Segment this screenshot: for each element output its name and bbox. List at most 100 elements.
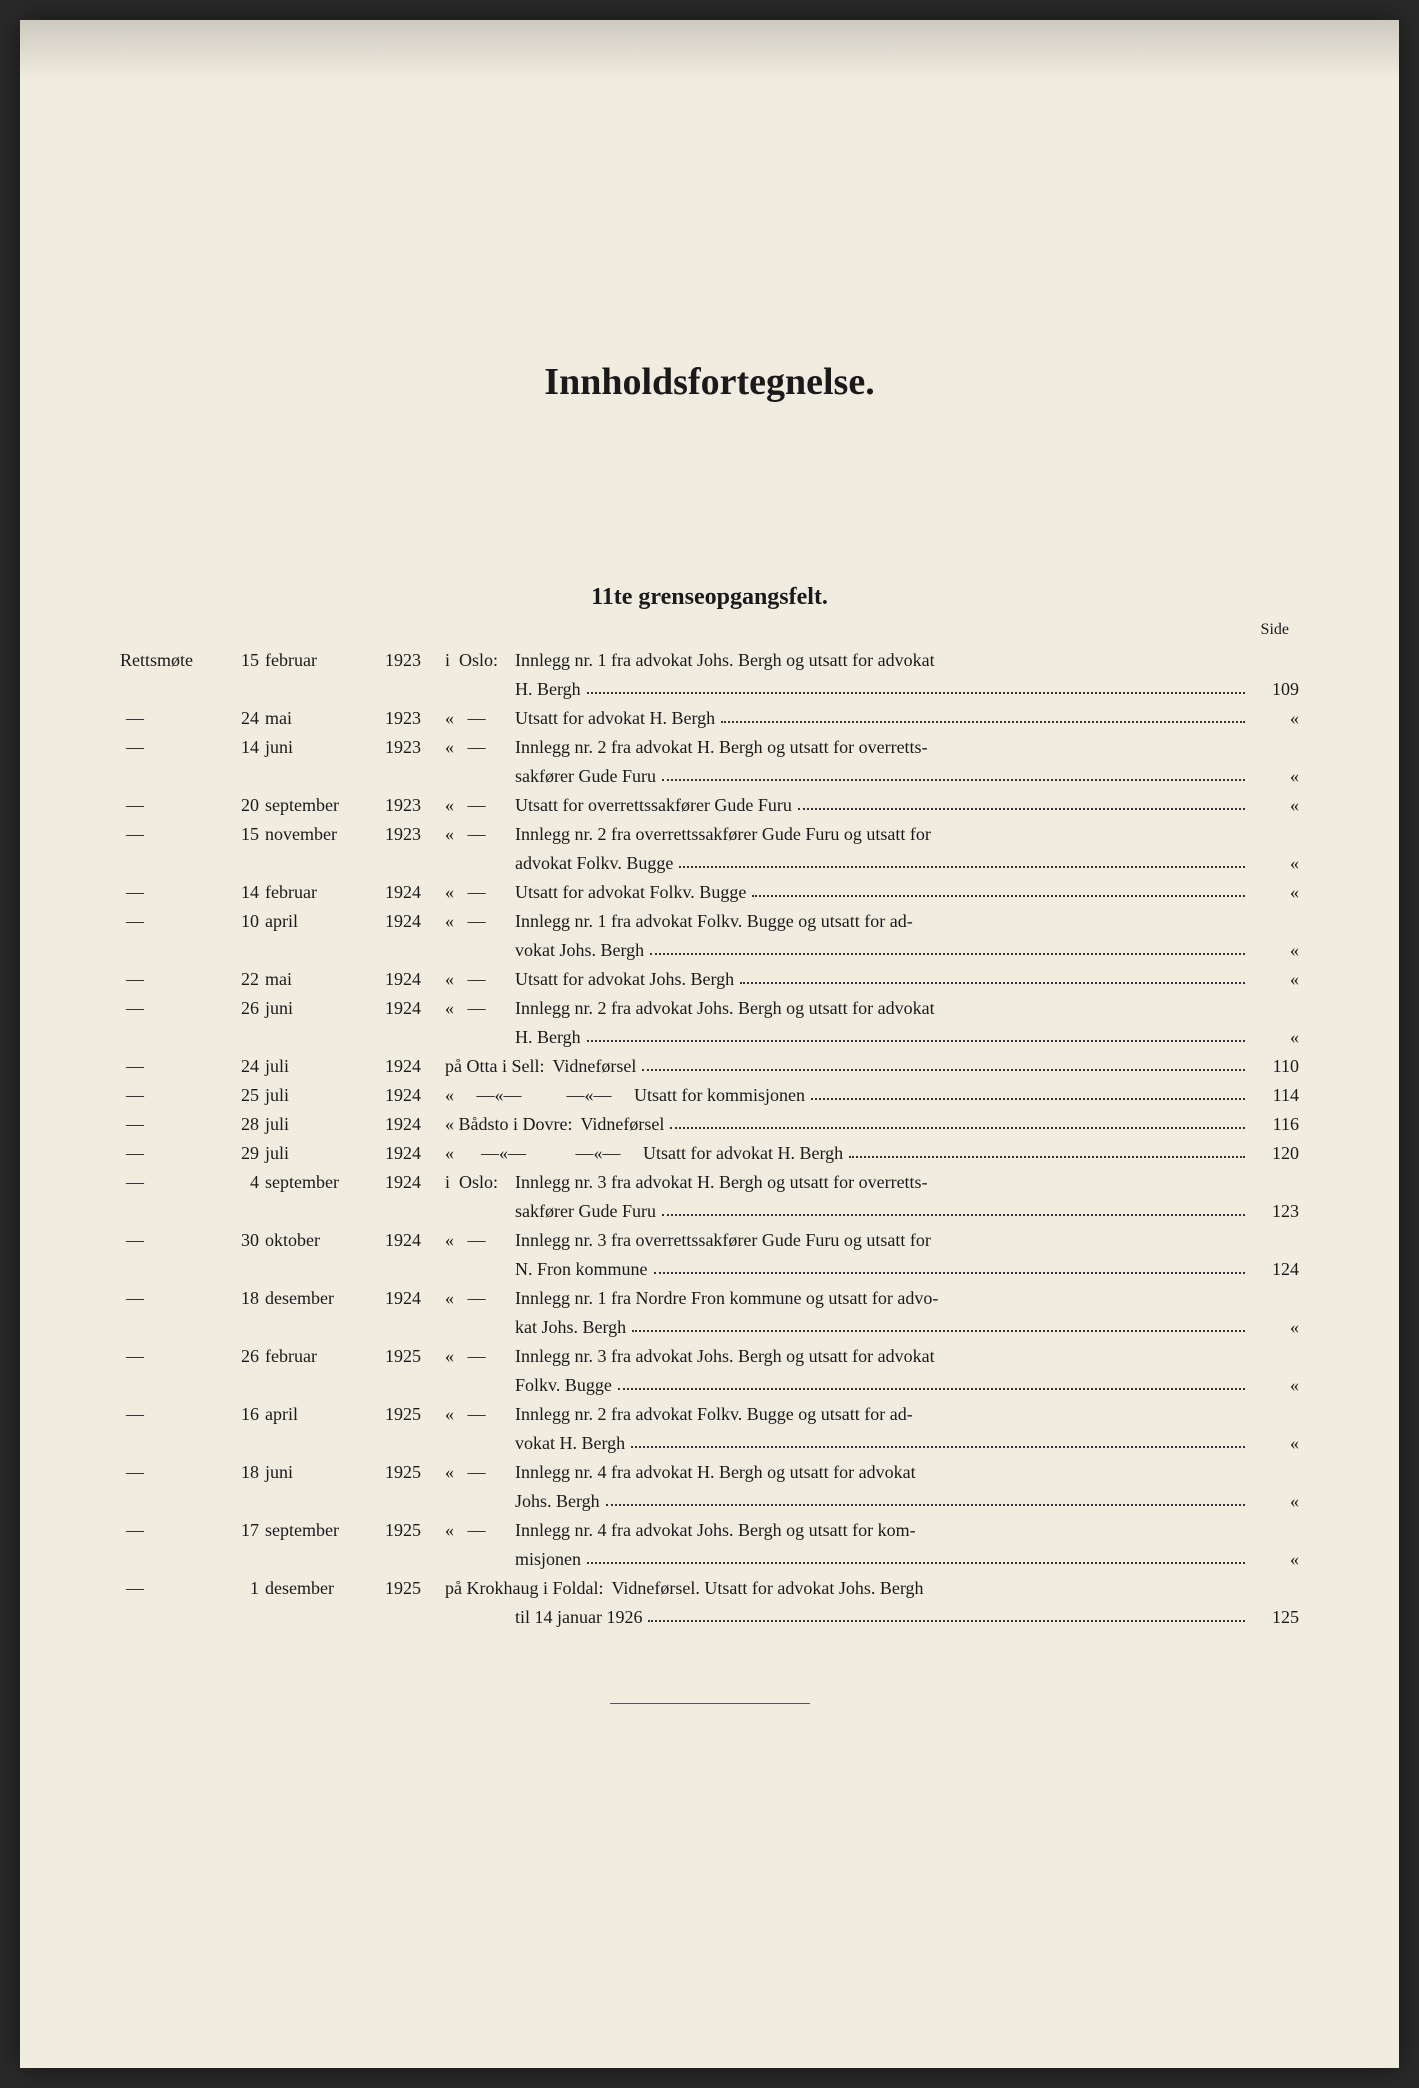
toc-entries: Rettsmøte15februar1923i Oslo:Innlegg nr.… [120,647,1299,1631]
toc-entry: —15november1923« —Innlegg nr. 2 fra over… [120,821,1299,848]
entry-prefix: — [120,995,230,1022]
entry-description-cont: sakfører Gude Furu [515,1198,1251,1225]
toc-entry: —17september1925« —Innlegg nr. 4 fra adv… [120,1517,1299,1544]
toc-entry: —24mai1923« —Utsatt for advokat H. Bergh… [120,705,1299,732]
entry-full-line: « —«— —«— Utsatt for advokat H. Bergh [445,1140,1251,1167]
entry-year: 1923 [385,734,445,761]
entry-day: 18 [230,1459,265,1486]
entry-description-cont: Folkv. Bugge [515,1372,1251,1399]
toc-entry: —14juni1923« —Innlegg nr. 2 fra advokat … [120,734,1299,761]
entry-page: « [1251,1546,1299,1573]
entry-month: februar [265,879,385,906]
toc-entry-continuation: sakfører Gude Furu« [120,763,1299,790]
entry-location: « Bådsto i Dovre: [445,1111,581,1138]
document-page: Innholdsfortegnelse. 11te grenseopgangsf… [20,20,1399,2068]
toc-entry: —16april1925« —Innlegg nr. 2 fra advokat… [120,1401,1299,1428]
entry-prefix: — [120,1285,230,1312]
entry-prefix: — [120,1169,230,1196]
entry-location: på Otta i Sell: [445,1053,552,1080]
entry-description: Vidneførsel [552,1053,1251,1080]
entry-description: Innlegg nr. 3 fra advokat Johs. Bergh og… [515,1343,1251,1370]
entry-day: 29 [230,1140,265,1167]
entry-page: « [1251,966,1299,993]
entry-description: Innlegg nr. 1 fra Nordre Fron kommune og… [515,1285,1251,1312]
entry-month: september [265,792,385,819]
entry-month: september [265,1169,385,1196]
toc-entry: —18juni1925« —Innlegg nr. 4 fra advokat … [120,1459,1299,1486]
entry-prefix: — [120,792,230,819]
toc-entry: —20september1923« —Utsatt for overrettss… [120,792,1299,819]
entry-year: 1924 [385,1111,445,1138]
entry-day: 24 [230,705,265,732]
entry-description-cont: vokat Johs. Bergh [515,937,1251,964]
entry-prefix: — [120,1517,230,1544]
entry-location: « — [445,1343,515,1370]
entry-prefix: — [120,734,230,761]
entry-description: Innlegg nr. 2 fra advokat Folkv. Bugge o… [515,1401,1251,1428]
entry-description: Innlegg nr. 3 fra advokat H. Bergh og ut… [515,1169,1251,1196]
entry-year: 1925 [385,1401,445,1428]
entry-description-cont: Johs. Bergh [515,1488,1251,1515]
entry-prefix: — [120,1140,230,1167]
entry-page: « [1251,937,1299,964]
entry-description-cont: vokat H. Bergh [515,1430,1251,1457]
entry-page: « [1251,879,1299,906]
toc-entry-continuation: misjonen« [120,1546,1299,1573]
entry-location: « — [445,821,515,848]
toc-entry: —4september1924i Oslo:Innlegg nr. 3 fra … [120,1169,1299,1196]
entry-description-cont: N. Fron kommune [515,1256,1251,1283]
entry-location: på Krokhaug i Foldal: [445,1575,611,1602]
entry-prefix: — [120,879,230,906]
entry-description: Vidneførsel. Utsatt for advokat Johs. Be… [611,1575,1251,1602]
entry-description-cont: til 14 januar 1926 [515,1604,1251,1631]
entry-description-cont: H. Bergh [515,1024,1251,1051]
entry-location: « — [445,792,515,819]
toc-entry-continuation: H. Bergh109 [120,676,1299,703]
entry-description: Innlegg nr. 4 fra advokat H. Bergh og ut… [515,1459,1251,1486]
entry-year: 1925 [385,1459,445,1486]
entry-location: i Oslo: [445,1169,515,1196]
entry-day: 14 [230,734,265,761]
entry-year: 1925 [385,1517,445,1544]
entry-description-cont: advokat Folkv. Bugge [515,850,1251,877]
entry-description: Vidneførsel [581,1111,1252,1138]
entry-day: 4 [230,1169,265,1196]
entry-prefix: — [120,705,230,732]
entry-page: 114 [1251,1082,1299,1109]
entry-location: i Oslo: [445,647,515,674]
entry-month: november [265,821,385,848]
entry-day: 18 [230,1285,265,1312]
entry-month: april [265,908,385,935]
toc-entry: —28juli1924« Bådsto i Dovre:Vidneførsel1… [120,1111,1299,1138]
entry-year: 1924 [385,1227,445,1254]
entry-page: 120 [1251,1140,1299,1167]
toc-entry: —26juni1924« —Innlegg nr. 2 fra advokat … [120,995,1299,1022]
toc-entry-continuation: Johs. Bergh« [120,1488,1299,1515]
entry-month: desember [265,1575,385,1602]
entry-day: 16 [230,1401,265,1428]
entry-description: Utsatt for advokat H. Bergh [515,705,1251,732]
entry-description: Innlegg nr. 1 fra advokat Johs. Bergh og… [515,647,1251,674]
entry-location: « — [445,1517,515,1544]
entry-month: februar [265,647,385,674]
entry-description: Innlegg nr. 4 fra advokat Johs. Bergh og… [515,1517,1251,1544]
entry-page: 125 [1251,1604,1299,1631]
entry-location: « — [445,908,515,935]
entry-page: « [1251,1430,1299,1457]
entry-full-line: « —«— —«— Utsatt for kommisjonen [445,1082,1251,1109]
entry-year: 1924 [385,879,445,906]
entry-day: 26 [230,1343,265,1370]
entry-month: februar [265,1343,385,1370]
entry-page: « [1251,1314,1299,1341]
entry-day: 20 [230,792,265,819]
entry-description: Innlegg nr. 1 fra advokat Folkv. Bugge o… [515,908,1251,935]
entry-description: Innlegg nr. 2 fra advokat Johs. Bergh og… [515,995,1251,1022]
entry-location: « — [445,966,515,993]
entry-description-cont: sakfører Gude Furu [515,763,1251,790]
entry-day: 14 [230,879,265,906]
entry-description: Innlegg nr. 2 fra advokat H. Bergh og ut… [515,734,1251,761]
entry-year: 1924 [385,1169,445,1196]
toc-entry-continuation: H. Bergh« [120,1024,1299,1051]
entry-day: 24 [230,1053,265,1080]
entry-page: « [1251,792,1299,819]
